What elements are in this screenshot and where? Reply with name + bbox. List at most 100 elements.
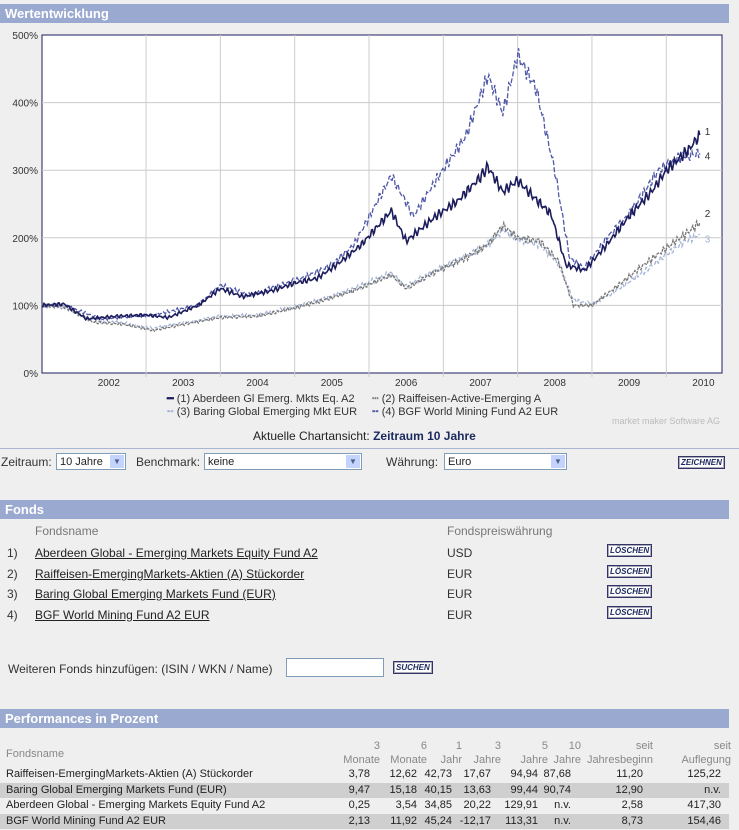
chart-section-header: Wertentwicklung <box>0 4 729 23</box>
perf-value: n.v. <box>704 783 721 796</box>
perf-value: 0,25 <box>348 799 370 811</box>
waehrung-value: Euro <box>448 456 472 468</box>
perf-row: Raiffeisen-EmergingMarkets-Aktien (A) St… <box>0 767 729 782</box>
legend-item-4: ╍ (4) BGF World Mining Fund A2 EUR <box>372 405 558 418</box>
series-end-label: 3 <box>705 234 711 245</box>
perf-value: 11,20 <box>616 768 643 780</box>
perf-value: 42,73 <box>424 768 452 780</box>
add-fund-input[interactable] <box>286 658 384 677</box>
legend-label-1: (1) Aberdeen Gl Emerg. Mkts Eq. A2 <box>176 393 355 405</box>
perf-fund-name: Raiffeisen-EmergingMarkets-Aktien (A) St… <box>6 768 253 780</box>
perf-header: 1 Jahr <box>441 739 462 767</box>
perf-header-line: Jahresbeginn <box>586 754 653 766</box>
perf-header: 10 Jahre <box>553 739 581 767</box>
perf-header-line: Jahre <box>520 754 548 766</box>
fund-currency: EUR <box>447 587 473 601</box>
perf-value: 2,13 <box>348 814 370 827</box>
perf-value: 2,58 <box>621 799 643 811</box>
perf-fund-name: Aberdeen Global - Emerging Markets Equit… <box>6 799 266 811</box>
plot-area <box>41 34 723 374</box>
x-tick-label: 2010 <box>692 378 715 389</box>
waehrung-select[interactable]: Euro ▼ <box>444 453 567 470</box>
perf-value: 417,30 <box>687 799 721 811</box>
perf-value: -12,17 <box>459 814 491 827</box>
perf-value: 87,68 <box>543 768 571 780</box>
perf-header-line: 3 <box>494 740 501 752</box>
perf-row: Aberdeen Global - Emerging Markets Equit… <box>0 798 729 813</box>
perf-header-line: Jahr <box>440 754 462 766</box>
zeichnen-button[interactable]: ZEICHNEN <box>678 456 725 469</box>
series-end-label: 1 <box>705 127 711 138</box>
perf-row: BGF World Mining Fund A2 EUR 2,13 11,92 45,… <box>0 813 729 829</box>
legend-label-3: (3) Baring Global Emerging Mkt EUR <box>176 406 358 418</box>
perf-header: 3 Monate <box>343 739 380 767</box>
legend-swatch-3: ╍ <box>167 406 174 418</box>
zeitraum-select[interactable]: 10 Jahre ▼ <box>56 453 126 470</box>
fund-link[interactable]: Baring Global Emerging Markets Fund (EUR… <box>35 587 276 601</box>
perf-value: 129,91 <box>504 799 538 811</box>
legend-item-3: ╍ (3) Baring Global Emerging Mkt EUR <box>167 405 357 418</box>
x-tick-label: 2008 <box>544 378 567 389</box>
fonds-section-header: Fonds <box>0 500 729 519</box>
fund-link[interactable]: BGF World Mining Fund A2 EUR <box>35 607 210 622</box>
perf-header-line: Jahre <box>553 754 581 766</box>
perf-value: 125,22 <box>687 768 721 780</box>
fund-currency: EUR <box>447 607 473 622</box>
perf-value: 12,62 <box>389 768 417 780</box>
series-end-label: 2 <box>705 209 711 220</box>
perf-value: 17,67 <box>463 768 491 780</box>
benchmark-label: Benchmark: <box>136 455 201 469</box>
col-header-currency: Fondspreiswährung <box>447 524 553 538</box>
fund-link[interactable]: Raiffeisen-EmergingMarkets-Aktien (A) St… <box>35 566 305 581</box>
performance-chart: 0% 100% 200% 300% 400% 500% 2002 2003 2004 2005 20… <box>12 31 723 389</box>
y-tick-label: 400% <box>12 99 38 110</box>
x-tick-label: 2009 <box>618 378 641 389</box>
chart-view-value: Zeitraum 10 Jahre <box>373 429 476 443</box>
legend-label-2: (2) Raiffeisen-Active-Emerging A <box>381 393 542 405</box>
chart-credit: market maker Software AG <box>612 416 721 426</box>
x-tick-label: 2007 <box>469 378 492 389</box>
series-line-2 <box>41 218 701 333</box>
legend-swatch-2: ┅ <box>372 393 379 405</box>
delete-fund-button[interactable]: LÖSCHEN <box>607 564 653 578</box>
perf-value: n.v. <box>554 799 571 811</box>
delete-fund-button[interactable]: LÖSCHEN <box>607 605 653 619</box>
series-end-label: 4 <box>705 151 711 162</box>
add-fund-label: Weiteren Fonds hinzufügen: (ISIN / WKN /… <box>8 662 273 676</box>
series-line-3 <box>41 225 700 330</box>
perf-value: 9,47 <box>348 783 370 796</box>
perf-header: 6 Monate <box>390 739 427 767</box>
perf-header: 3 Jahre <box>473 739 501 767</box>
chevron-down-icon: ▼ <box>551 455 565 468</box>
y-tick-label: 0% <box>24 369 39 380</box>
perf-header-line: Monate <box>390 754 427 766</box>
perf-value: 3,54 <box>395 799 417 811</box>
perf-value: 12,90 <box>615 783 643 796</box>
fund-link[interactable]: Aberdeen Global - Emerging Markets Equit… <box>35 546 318 560</box>
fund-number: 1) <box>7 546 18 560</box>
suchen-button[interactable]: SUCHEN <box>393 661 433 674</box>
legend-label-4: (4) BGF World Mining Fund A2 EUR <box>381 406 559 418</box>
legend-item-2: ┅ (2) Raiffeisen-Active-Emerging A <box>372 392 541 405</box>
perf-value: 20,22 <box>463 799 491 811</box>
perf-value: 90,74 <box>543 783 571 796</box>
x-tick-label: 2005 <box>321 378 344 389</box>
chevron-down-icon: ▼ <box>346 455 360 468</box>
perf-row: Baring Global Emerging Markets Fund (EUR… <box>0 782 729 798</box>
benchmark-select[interactable]: keine ▼ <box>204 453 362 470</box>
performance-section-header: Performances in Prozent <box>0 709 729 728</box>
col-header-fondsname: Fondsname <box>35 524 99 538</box>
perf-value: 40,15 <box>424 783 452 796</box>
perf-header-line: 10 <box>568 740 581 752</box>
perf-value: n.v. <box>554 814 571 827</box>
perf-value: 154,46 <box>687 814 721 827</box>
delete-fund-button[interactable]: LÖSCHEN <box>607 544 653 557</box>
perf-fund-name: BGF World Mining Fund A2 EUR <box>6 814 166 827</box>
y-tick-label: 500% <box>12 31 38 42</box>
delete-fund-button[interactable]: LÖSCHEN <box>607 585 653 598</box>
chart-view-label: Aktuelle Chartansicht: <box>253 429 370 443</box>
x-tick-label: 2003 <box>172 378 195 389</box>
perf-header-line: 1 <box>455 740 462 752</box>
x-tick-label: 2002 <box>98 378 121 389</box>
perf-value: 113,31 <box>505 814 538 827</box>
